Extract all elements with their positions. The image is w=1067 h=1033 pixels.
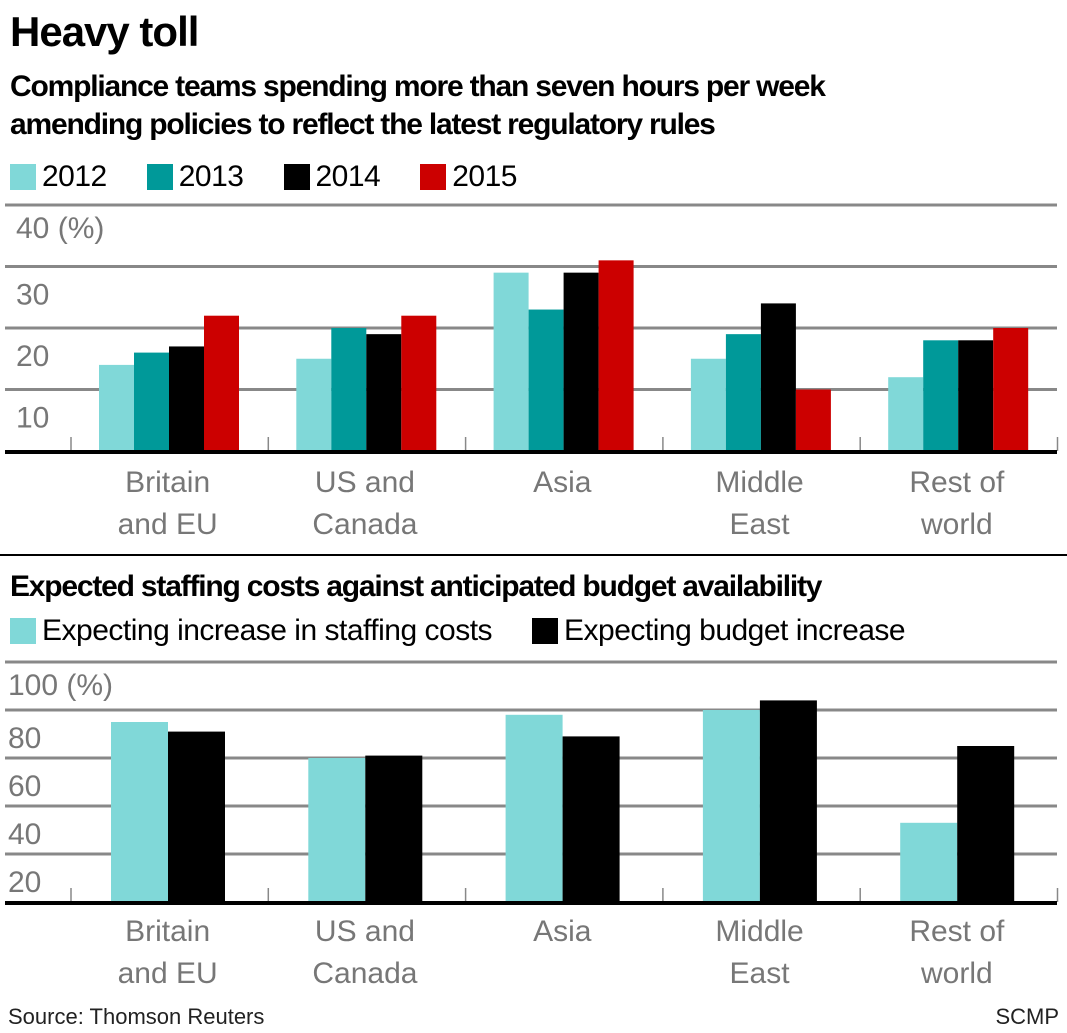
chart2-legend: Expecting increase in staffing costs Expe… bbox=[10, 614, 945, 648]
legend-item: 2015 bbox=[420, 160, 517, 194]
category-label: Britain bbox=[125, 466, 210, 499]
bar-2012 bbox=[690, 358, 726, 451]
chart1-legend: 2012 2013 2014 2015 bbox=[10, 160, 557, 194]
bar-expecting-budget-increase bbox=[759, 700, 817, 902]
category-label: Canada bbox=[312, 957, 417, 990]
bar-2013 bbox=[134, 352, 169, 451]
bar-expecting-budget-increase bbox=[957, 746, 1015, 902]
bar-2012 bbox=[493, 272, 529, 451]
legend-item: 2012 bbox=[10, 160, 107, 194]
bar-2014 bbox=[760, 303, 796, 451]
category-label: and EU bbox=[118, 508, 218, 541]
category-label: and EU bbox=[118, 957, 218, 990]
legend-label: 2015 bbox=[452, 160, 517, 193]
bar-2013 bbox=[725, 334, 761, 451]
y-tick-label: 10 bbox=[16, 402, 49, 435]
y-tick-label: 40 (%) bbox=[16, 212, 104, 245]
category-label: US and bbox=[315, 466, 415, 499]
legend-swatch bbox=[10, 164, 36, 190]
bar-2014 bbox=[169, 346, 204, 451]
bar-2013 bbox=[331, 328, 367, 451]
bar-2012 bbox=[296, 358, 332, 451]
category-label: world bbox=[920, 508, 993, 541]
legend-item: 2013 bbox=[146, 160, 244, 194]
bar-expecting-budget-increase bbox=[562, 736, 620, 902]
chart-title: Heavy toll bbox=[10, 8, 199, 55]
legend-swatch bbox=[420, 164, 447, 190]
bar-2013 bbox=[528, 309, 564, 451]
bar-2015 bbox=[993, 328, 1029, 451]
bar-2015 bbox=[401, 315, 437, 451]
y-tick-label: 20 bbox=[16, 340, 49, 373]
bar-2014 bbox=[366, 334, 402, 451]
credit-note: SCMP bbox=[995, 1004, 1059, 1029]
category-label: Middle bbox=[715, 466, 803, 499]
bar-expecting-budget-increase bbox=[168, 731, 225, 902]
category-label: Rest of bbox=[909, 915, 1005, 948]
y-tick-label: 60 bbox=[8, 770, 41, 803]
bar-expecting-increase-in-staffing-costs bbox=[505, 714, 563, 902]
legend-item: 2014 bbox=[283, 160, 381, 194]
category-label: Rest of bbox=[909, 466, 1005, 499]
y-tick-label: 40 bbox=[8, 818, 41, 851]
bar-expecting-increase-in-staffing-costs bbox=[111, 722, 168, 902]
bar-2015 bbox=[204, 315, 239, 451]
y-tick-label: 100 (%) bbox=[8, 669, 113, 702]
category-label: Asia bbox=[533, 915, 592, 948]
legend-swatch bbox=[283, 164, 310, 190]
bar-2014 bbox=[563, 272, 599, 451]
chart1-subtitle: Compliance teams spending more than seve… bbox=[10, 70, 826, 141]
category-label: East bbox=[730, 957, 791, 990]
y-tick-label: 80 bbox=[8, 722, 41, 755]
bar-expecting-increase-in-staffing-costs bbox=[900, 822, 958, 902]
legend-swatch bbox=[10, 618, 36, 644]
category-label: Britain bbox=[125, 915, 210, 948]
legend-label: 2014 bbox=[315, 160, 381, 193]
y-tick-label: 30 bbox=[16, 279, 49, 312]
source-note: Source: Thomson Reuters bbox=[8, 1004, 265, 1029]
legend-label: Expecting budget increase bbox=[564, 614, 906, 647]
legend-label: 2012 bbox=[42, 160, 107, 193]
bar-2013 bbox=[923, 340, 959, 451]
bar-2012 bbox=[888, 377, 924, 451]
bar-2012 bbox=[99, 364, 134, 451]
bar-2015 bbox=[795, 389, 831, 451]
bar-expecting-increase-in-staffing-costs bbox=[702, 710, 760, 902]
bar-expecting-budget-increase bbox=[365, 755, 423, 902]
category-label: US and bbox=[315, 915, 415, 948]
bar-2015 bbox=[598, 260, 634, 451]
legend-swatch bbox=[532, 618, 559, 644]
legend-label: Expecting increase in staffing costs bbox=[42, 614, 493, 647]
category-label: Asia bbox=[533, 466, 592, 499]
bar-expecting-increase-in-staffing-costs bbox=[308, 758, 366, 902]
chart2-subtitle: Expected staffing costs against anticipa… bbox=[10, 570, 822, 603]
legend-label: 2013 bbox=[178, 160, 244, 193]
category-label: Canada bbox=[312, 508, 417, 541]
category-label: Middle bbox=[715, 915, 803, 948]
legend-item: Expecting budget increase bbox=[532, 614, 906, 648]
bar-2014 bbox=[958, 340, 994, 451]
y-tick-label: 20 bbox=[8, 866, 41, 899]
legend-item: Expecting increase in staffing costs bbox=[10, 614, 493, 648]
category-label: world bbox=[920, 957, 993, 990]
category-label: East bbox=[730, 508, 791, 541]
legend-swatch bbox=[146, 164, 173, 190]
